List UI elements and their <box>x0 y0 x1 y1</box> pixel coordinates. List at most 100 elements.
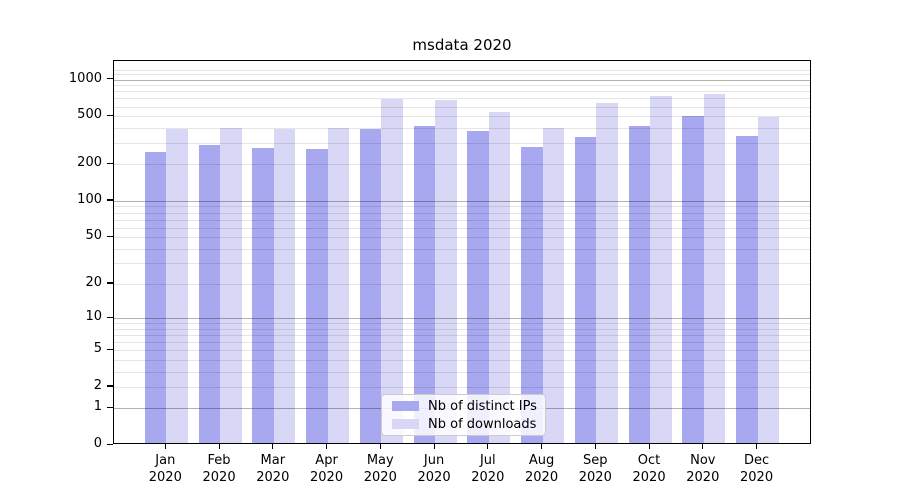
gridline-700 <box>114 98 810 100</box>
x-tick-label-apr: Apr 2020 <box>310 453 344 485</box>
bar-distinct-ips-sep <box>574 136 597 443</box>
bar-downloads-oct <box>650 96 672 443</box>
x-tick-label-mar: Mar 2020 <box>256 453 290 485</box>
y-tick-label-10: 10 <box>85 309 102 325</box>
x-tick-label-jul: Jul 2020 <box>471 453 505 485</box>
gridline-9 <box>114 323 810 325</box>
legend: Nb of distinct IPs Nb of downloads <box>381 394 546 436</box>
bar-distinct-ips-jul <box>467 131 489 443</box>
x-tick-mark-aug <box>541 444 543 449</box>
bar-distinct-ips-feb <box>198 145 221 443</box>
y-tick-label-20: 20 <box>85 274 102 290</box>
gridline-1000 <box>114 79 810 81</box>
bar-downloads-may <box>381 98 403 443</box>
gridline-4 <box>114 359 810 361</box>
gridline-600 <box>114 106 810 108</box>
bar-downloads-sep <box>596 102 618 443</box>
y-tick-label-0: 0 <box>93 436 102 451</box>
gridline-100 <box>114 200 810 202</box>
chart-title: msdata 2020 <box>412 36 512 54</box>
x-tick-mark-jun <box>433 444 435 449</box>
y-tick-mark-500 <box>107 114 113 116</box>
bar-downloads-apr <box>327 127 350 443</box>
gridline-40 <box>114 248 810 250</box>
y-tick-label-500: 500 <box>77 107 102 123</box>
x-tick-label-jan: Jan 2020 <box>148 453 182 485</box>
x-tick-label-aug: Aug 2020 <box>525 453 559 485</box>
x-tick-label-oct: Oct 2020 <box>632 453 666 485</box>
y-tick-mark-5 <box>107 348 113 350</box>
y-tick-label-200: 200 <box>77 155 102 171</box>
gridline-8 <box>114 328 810 330</box>
y-tick-mark-2 <box>107 385 113 387</box>
x-tick-mark-feb <box>218 444 220 449</box>
gridline-300 <box>114 143 810 145</box>
y-tick-mark-1 <box>107 406 113 409</box>
gridline-5 <box>114 350 810 352</box>
y-tick-mark-20 <box>107 282 113 284</box>
bar-downloads-feb <box>220 128 242 443</box>
x-tick-label-feb: Feb 2020 <box>202 453 236 485</box>
gridline-30 <box>114 263 810 265</box>
x-tick-label-may: May 2020 <box>363 453 397 485</box>
gridline-400 <box>114 127 810 129</box>
gridline-70 <box>114 219 810 221</box>
gridline-800 <box>114 91 810 93</box>
x-tick-mark-jan <box>164 444 166 449</box>
gridline-10 <box>114 318 810 320</box>
bar-downloads-aug <box>542 127 565 443</box>
bar-downloads-jun <box>435 100 457 443</box>
bar-downloads-jul <box>488 111 511 443</box>
gridline-1100 <box>114 74 810 76</box>
gridline-50 <box>114 237 810 238</box>
x-tick-label-jun: Jun 2020 <box>417 453 451 485</box>
bar-distinct-ips-nov <box>682 115 704 443</box>
legend-item-distinct-ips: Nb of distinct IPs <box>392 398 537 414</box>
x-tick-mark-oct <box>648 444 650 449</box>
plot-area: Nb of distinct IPs Nb of downloads <box>113 60 811 444</box>
y-tick-label-2: 2 <box>93 377 102 393</box>
gridline-3 <box>114 371 810 373</box>
x-tick-mark-nov <box>702 444 704 449</box>
gridline-80 <box>114 212 810 214</box>
y-tick-label-1: 1 <box>93 399 102 415</box>
gridline-200 <box>114 164 810 166</box>
y-tick-mark-1000 <box>107 78 113 80</box>
bar-downloads-dec <box>757 116 780 443</box>
bar-distinct-ips-aug <box>521 147 543 443</box>
x-tick-label-dec: Dec 2020 <box>740 453 774 485</box>
y-tick-mark-200 <box>107 162 113 165</box>
y-tick-mark-10 <box>107 316 113 318</box>
bar-distinct-ips-apr <box>306 148 328 443</box>
y-tick-mark-50 <box>107 235 113 237</box>
legend-label-downloads: Nb of downloads <box>428 416 537 432</box>
x-tick-mark-may <box>379 444 381 449</box>
gridline-900 <box>114 85 810 87</box>
bar-downloads-jan <box>166 128 188 443</box>
bar-distinct-ips-dec <box>736 136 758 443</box>
legend-label-distinct-ips: Nb of distinct IPs <box>428 398 537 414</box>
x-tick-mark-mar <box>272 444 274 449</box>
bar-distinct-ips-may <box>359 129 382 443</box>
x-tick-label-nov: Nov 2020 <box>686 453 720 485</box>
y-tick-mark-0 <box>107 443 113 445</box>
x-tick-label-sep: Sep 2020 <box>578 453 612 485</box>
gridline-1200 <box>114 69 810 71</box>
gridline-2 <box>114 386 810 388</box>
gridline-6 <box>114 342 810 344</box>
y-tick-label-1000: 1000 <box>68 70 102 86</box>
gridline-20 <box>114 283 810 285</box>
legend-item-downloads: Nb of downloads <box>392 416 537 432</box>
bar-downloads-nov <box>703 93 726 443</box>
y-tick-label-100: 100 <box>77 191 102 207</box>
gridline-60 <box>114 227 810 229</box>
y-tick-label-5: 5 <box>93 341 102 357</box>
x-tick-mark-sep <box>594 444 596 449</box>
y-tick-label-50: 50 <box>85 228 102 243</box>
x-tick-mark-jul <box>487 444 489 449</box>
legend-swatch-distinct-ips-icon <box>392 401 419 411</box>
gridline-90 <box>114 206 810 208</box>
x-tick-mark-dec <box>756 444 758 449</box>
bar-distinct-ips-jun <box>413 125 436 443</box>
